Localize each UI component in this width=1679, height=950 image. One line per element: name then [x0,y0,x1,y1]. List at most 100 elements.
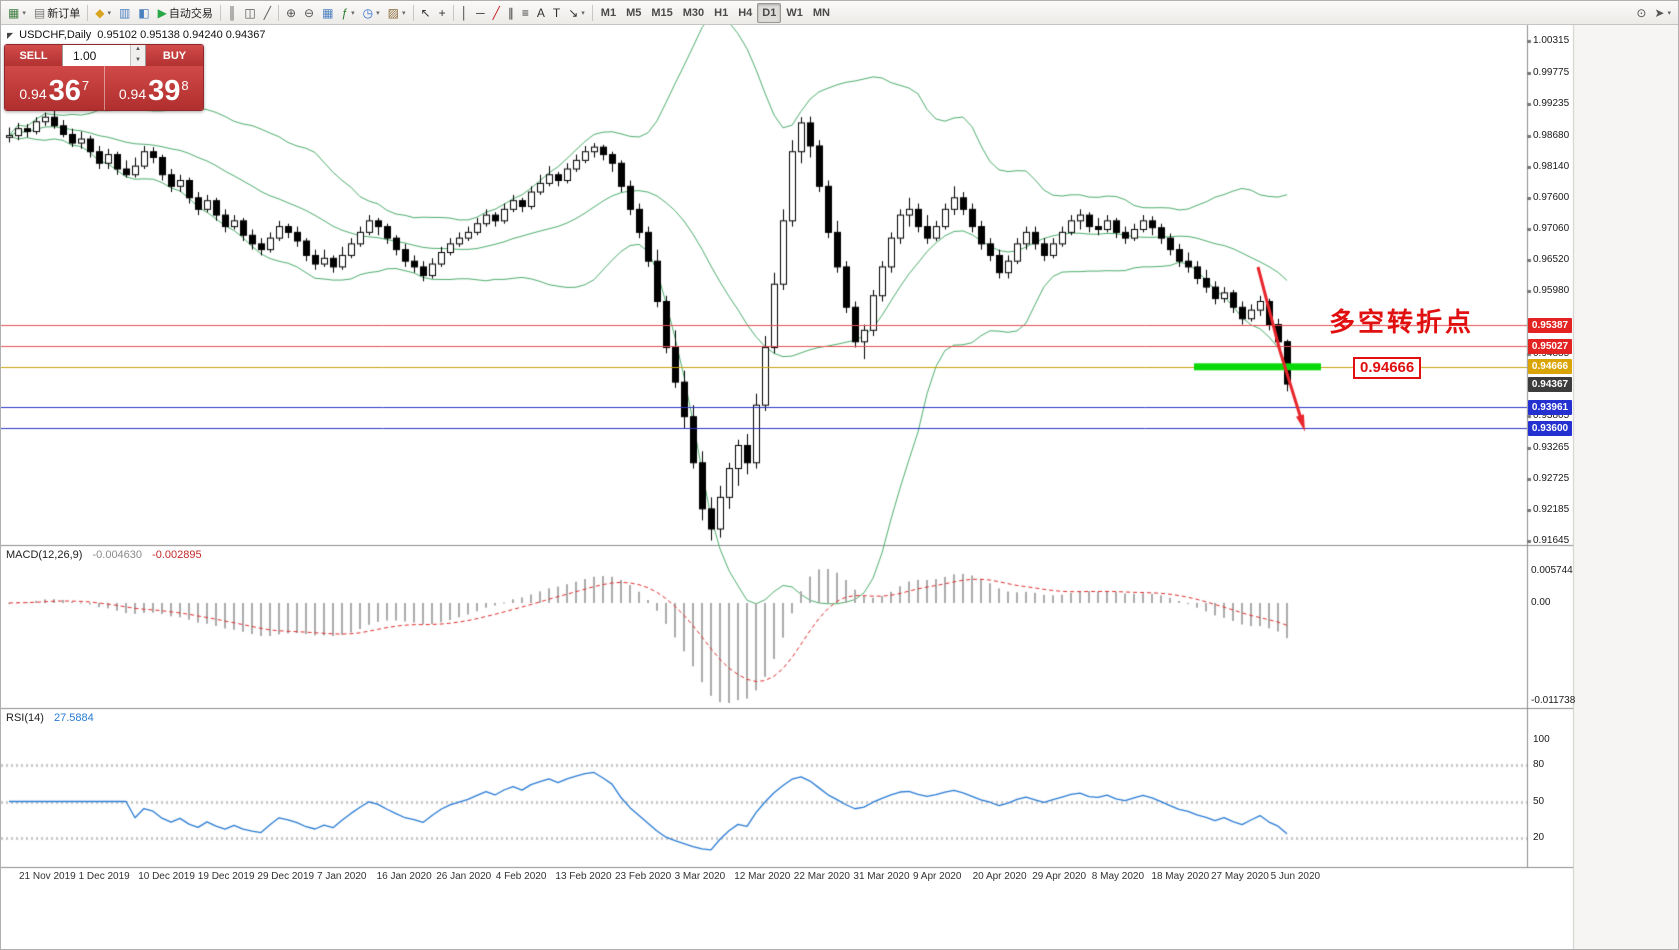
date-axis-label: 5 Jun 2020 [1270,871,1321,882]
vertical-line-button[interactable]: │ [457,3,473,23]
sell-price-base: 0.94 [19,86,47,102]
horizontal-line-button[interactable]: ─ [472,3,489,23]
date-axis-label: 4 Feb 2020 [495,871,547,882]
channel-button[interactable]: ∥ [504,3,518,23]
rsi-axis-label: 20 [1533,832,1545,844]
label-button[interactable]: T [549,3,564,23]
volume-down-icon[interactable]: ▼ [131,55,145,66]
price-level-label: 0.95387 [1528,317,1572,333]
sell-button[interactable]: SELL [5,45,62,66]
dropdown-arrow-icon: ▾ [376,9,380,17]
toolbar-separator [219,4,221,21]
price-axis-label: 0.96520 [1533,254,1570,266]
macd-signal-value: -0.002895 [152,549,202,561]
search-button[interactable]: ⊙ [1632,3,1650,23]
tile-windows-icon: ▦ [322,5,334,20]
symbol-label: USDCHF,Daily [19,29,92,41]
line-chart-button[interactable]: ╱ [260,3,275,23]
timeframe-w1-button[interactable]: W1 [786,6,803,19]
market-watch-button[interactable]: ▥ [115,3,134,23]
channel-icon: ∥ [507,5,514,20]
price-axis-label: 0.97060 [1533,222,1570,234]
timeframe-m15-button[interactable]: M15 [651,6,673,19]
periods-button[interactable]: ◷ ▾ [359,3,384,23]
timeframe-m5-button[interactable]: M5 [626,6,642,19]
date-axis-label: 31 Mar 2020 [853,871,910,882]
price-axis-label: 0.99235 [1533,97,1570,109]
timeframe-mn-button[interactable]: MN [812,6,830,19]
macd-axis-label: -0.011738 [1531,695,1576,706]
turning-point-annotation[interactable]: 多空转折点 [1329,307,1475,337]
toolbar-right-group: ⊙ ➤ ▾ [1632,3,1675,23]
new-order-button-label: 新订单 [47,7,81,20]
indicators-button[interactable]: ƒ ▾ [337,3,358,23]
macd-axis-label: 0.00 [1531,596,1551,608]
buy-price[interactable]: 0.94 39 8 [105,66,204,110]
date-axis-label: 3 Mar 2020 [674,871,726,882]
tile-windows-button[interactable]: ▦ [318,3,337,23]
chart-profiles-button[interactable]: ◆ ▾ [91,3,115,23]
macd-indicator-header: MACD(12,26,9) -0.004630 -0.002895 [6,549,202,561]
zoom-out-button[interactable]: ⊖ [300,3,318,23]
dropdown-arrow-icon: ▾ [351,9,355,17]
new-order-button[interactable]: ▤ 新订单 [30,3,84,23]
toolbar-separator [412,4,414,21]
fibonacci-button[interactable]: ≡ [518,3,533,23]
arrow-shape-icon: ↘ [568,5,579,20]
ohlc-values: 0.95102 0.95138 0.94240 0.94367 [97,29,266,41]
pointer-tool-button[interactable]: ➤ ▾ [1650,3,1675,23]
shapes-button[interactable]: ↘ ▾ [564,3,589,23]
timeframe-m1-button[interactable]: M1 [600,6,617,19]
sell-price[interactable]: 0.94 36 7 [5,66,104,110]
crosshair-button[interactable]: + [435,3,450,23]
volume-field: 1.00 ▲ ▼ [62,45,146,66]
toolbar-separator [277,4,279,21]
price-axis-label: 0.95980 [1533,285,1570,297]
text-button[interactable]: A [533,3,549,23]
date-axis-label: 29 Dec 2019 [257,871,315,882]
price-level-label: 0.95027 [1528,338,1572,354]
auto-trading-button[interactable]: ▶ 自动交易 [154,3,217,23]
toolbar-separator [591,4,593,21]
price-level-label: 0.94666 [1528,359,1572,375]
timeframe-h4-button[interactable]: H4 [738,6,753,19]
symbol-ohlc-header: ◤ USDCHF,Daily 0.95102 0.95138 0.94240 0… [7,29,266,41]
bar-chart-button[interactable]: ║ [224,3,241,23]
price-level-annotation[interactable]: 0.94666 [1353,357,1422,379]
buy-button[interactable]: BUY [146,45,203,66]
date-axis-label: 20 Apr 2020 [972,871,1027,882]
trendline-icon: ╱ [492,5,500,20]
templates-button[interactable]: ▨ ▾ [384,3,410,23]
one-click-collapse-icon[interactable]: ◤ [7,30,14,40]
price-axis-label: 0.91645 [1533,534,1570,546]
date-axis-label: 27 May 2020 [1211,871,1269,882]
clock-icon: ◷ [362,5,374,20]
price-axis-label: 0.98680 [1533,129,1570,141]
timeframe-h1-button[interactable]: H1 [714,6,729,19]
timeframe-d1-button[interactable]: D1 [757,2,782,23]
date-axis-label: 9 Apr 2020 [913,871,962,882]
timeframe-m30-button[interactable]: M30 [682,6,705,19]
navigator-button[interactable]: ◧ [134,3,153,23]
line-chart-icon: ╱ [263,5,271,20]
price-divider [103,66,105,110]
pointer-icon: ➤ [1654,5,1665,20]
zoom-in-button[interactable]: ⊕ [282,3,300,23]
hline-icon: ─ [476,5,485,20]
date-axis-label: 12 Mar 2020 [734,871,791,882]
price-level-label: 0.93961 [1528,399,1572,415]
dropdown-arrow-icon: ▾ [1667,9,1671,17]
date-axis-label: 8 May 2020 [1091,871,1145,882]
template-icon: ▨ [387,5,399,20]
zoom-in-icon: ⊕ [285,5,297,20]
trendline-button[interactable]: ╱ [489,3,504,23]
new-chart-button[interactable]: ▦ ▾ [4,3,30,23]
volume-up-icon[interactable]: ▲ [131,45,145,56]
volume-input[interactable]: 1.00 [73,48,97,63]
candlestick-chart-button[interactable]: ◫ [240,3,259,23]
price-axis-label: 0.92185 [1533,503,1570,515]
rsi-name: RSI(14) [6,712,44,724]
cursor-button[interactable]: ↖ [417,3,435,23]
price-axis-label: 0.93265 [1533,441,1570,453]
